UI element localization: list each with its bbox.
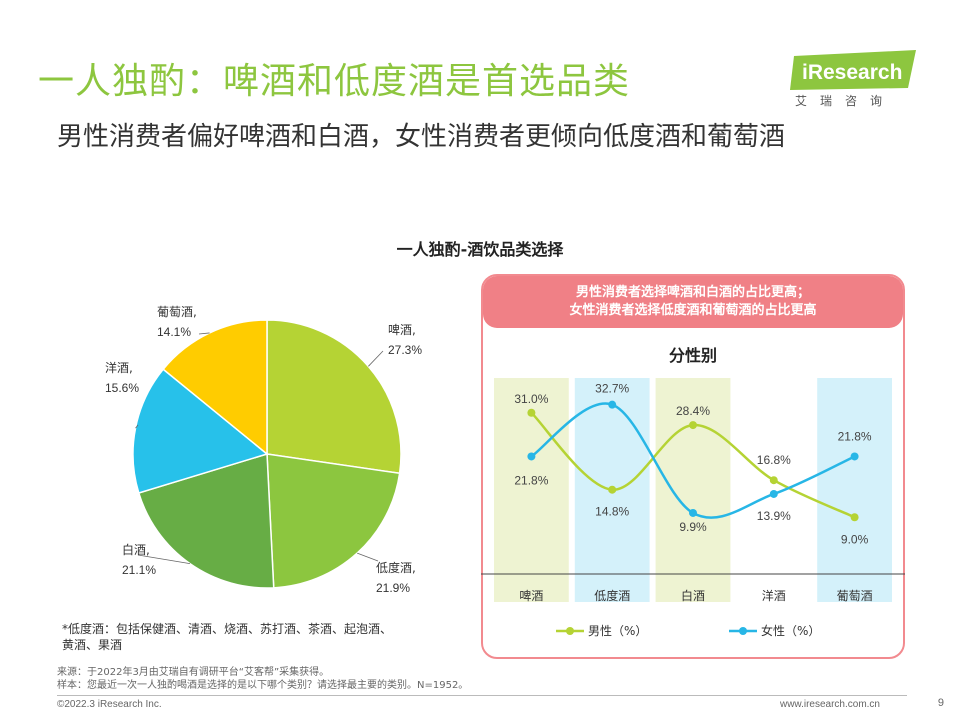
pie-chart xyxy=(132,319,402,589)
iresearch-logo: iResearch 艾瑞咨询 xyxy=(790,48,920,114)
legend-male: 男性（%） xyxy=(556,622,647,639)
data-point-female xyxy=(850,452,859,461)
line-chart: 啤酒 低度酒 白酒 洋酒 葡萄酒 31.0% 14.8% 28.4% 16.8% 9.0% 21.8… xyxy=(481,378,905,603)
page-subtitle: 男性消费者偏好啤酒和白酒，女性消费者更倾向低度酒和葡萄酒 xyxy=(57,122,786,152)
logo-cn: 艾瑞咨询 xyxy=(795,94,896,108)
gender-panel xyxy=(481,274,905,659)
logo-brand: iResearch xyxy=(802,61,903,84)
source-line-1: 来源：于2022年3月由艾瑞自有调研平台“艾客帮”采集获得。 xyxy=(57,667,330,678)
legend-male-label: 男性（%） xyxy=(588,624,648,638)
data-label-male: 9.0% xyxy=(841,532,869,546)
data-point-female xyxy=(527,452,536,461)
data-label-female: 21.8% xyxy=(514,473,548,487)
data-point-female xyxy=(608,400,617,409)
pie-leader-line-low-alcohol xyxy=(357,552,379,562)
data-point-male xyxy=(689,421,697,430)
data-label-male: 28.4% xyxy=(676,404,710,418)
copyright: ©2022.3 iResearch Inc. xyxy=(57,699,162,710)
footer-divider xyxy=(57,695,907,696)
pie-label-beer: 啤酒, 27.3% xyxy=(388,323,423,357)
data-label-female: 32.7% xyxy=(595,382,629,396)
logo-badge-icon xyxy=(790,50,916,90)
pie-slice-baijiu xyxy=(137,453,275,589)
pie-slice-wine xyxy=(162,319,268,456)
line-chart-title: 分性别 xyxy=(668,346,717,365)
banner-line-1: 男性消费者选择啤酒和白酒的占比更高； xyxy=(575,285,810,300)
legend-female-label: 女性（%） xyxy=(761,624,821,638)
data-label-male: 16.8% xyxy=(757,453,791,467)
x-tick-label: 白酒 xyxy=(681,588,705,603)
data-point-male xyxy=(608,485,617,494)
pie-leader-line-wine xyxy=(198,332,210,335)
pie-leader-line-beer xyxy=(368,350,384,367)
data-point-male xyxy=(527,408,536,417)
x-tick-label: 啤酒 xyxy=(519,588,543,603)
data-point-female xyxy=(769,489,778,498)
pie-label-foreign-liquor: 洋酒, 15.6% xyxy=(105,361,140,395)
legend-male-marker-icon xyxy=(556,626,584,635)
website-link[interactable]: www.iresearch.com.cn xyxy=(779,699,880,710)
footnote: *低度酒：包括保健酒、清酒、烧酒、苏打酒、茶酒、起泡酒、黄酒、果酒 xyxy=(62,622,393,652)
pie-leader-line-foreign-liquor xyxy=(135,424,139,429)
highlight-band-2 xyxy=(655,378,731,602)
page-number: 9 xyxy=(937,697,944,709)
data-label-female: 21.8% xyxy=(838,429,872,443)
pie-label-baijiu: 白酒, 21.1% xyxy=(122,543,157,577)
pie-label-wine: 葡萄酒, 14.1% xyxy=(157,305,197,339)
data-label-male: 14.8% xyxy=(595,505,629,519)
data-label-female: 9.9% xyxy=(679,520,707,534)
source-line-2: 样本：您最近一次一人独酌喝酒是选择的是以下哪个类别？请选择最主要的类别。N=19… xyxy=(57,680,469,691)
legend-female: 女性（%） xyxy=(729,622,820,639)
banner-line-2: 女性消费者选择低度酒和葡萄酒的占比更高 xyxy=(569,303,817,318)
data-label-female: 13.9% xyxy=(757,509,791,523)
data-point-male xyxy=(850,513,859,522)
pie-slice-foreign-liquor xyxy=(132,368,269,494)
x-tick-label: 葡萄酒 xyxy=(837,589,873,603)
series-line-female xyxy=(530,402,856,519)
x-tick-label: 低度酒 xyxy=(594,588,630,603)
page-title: 一人独酌：啤酒和低度酒是首选品类 xyxy=(38,61,631,102)
x-tick-label: 洋酒 xyxy=(762,588,786,603)
pie-chart-title: 一人独酌-酒饮品类选择 xyxy=(396,240,564,259)
highlight-band-4 xyxy=(817,378,892,602)
data-point-male xyxy=(769,476,778,485)
data-label-male: 31.0% xyxy=(514,392,548,406)
pie-slice-beer xyxy=(266,319,402,475)
source-note: 来源：于2022年3月由艾瑞自有调研平台“艾客帮”采集获得。 样本：您最近一次一… xyxy=(57,666,468,692)
pie-leader-line-baijiu xyxy=(137,554,191,565)
legend-female-marker-icon xyxy=(729,626,757,635)
insight-banner: 男性消费者选择啤酒和白酒的占比更高； 女性消费者选择低度酒和葡萄酒的占比更高 xyxy=(483,276,903,328)
pie-label-low-alcohol: 低度酒, 21.9% xyxy=(376,561,416,595)
data-point-female xyxy=(689,508,697,517)
